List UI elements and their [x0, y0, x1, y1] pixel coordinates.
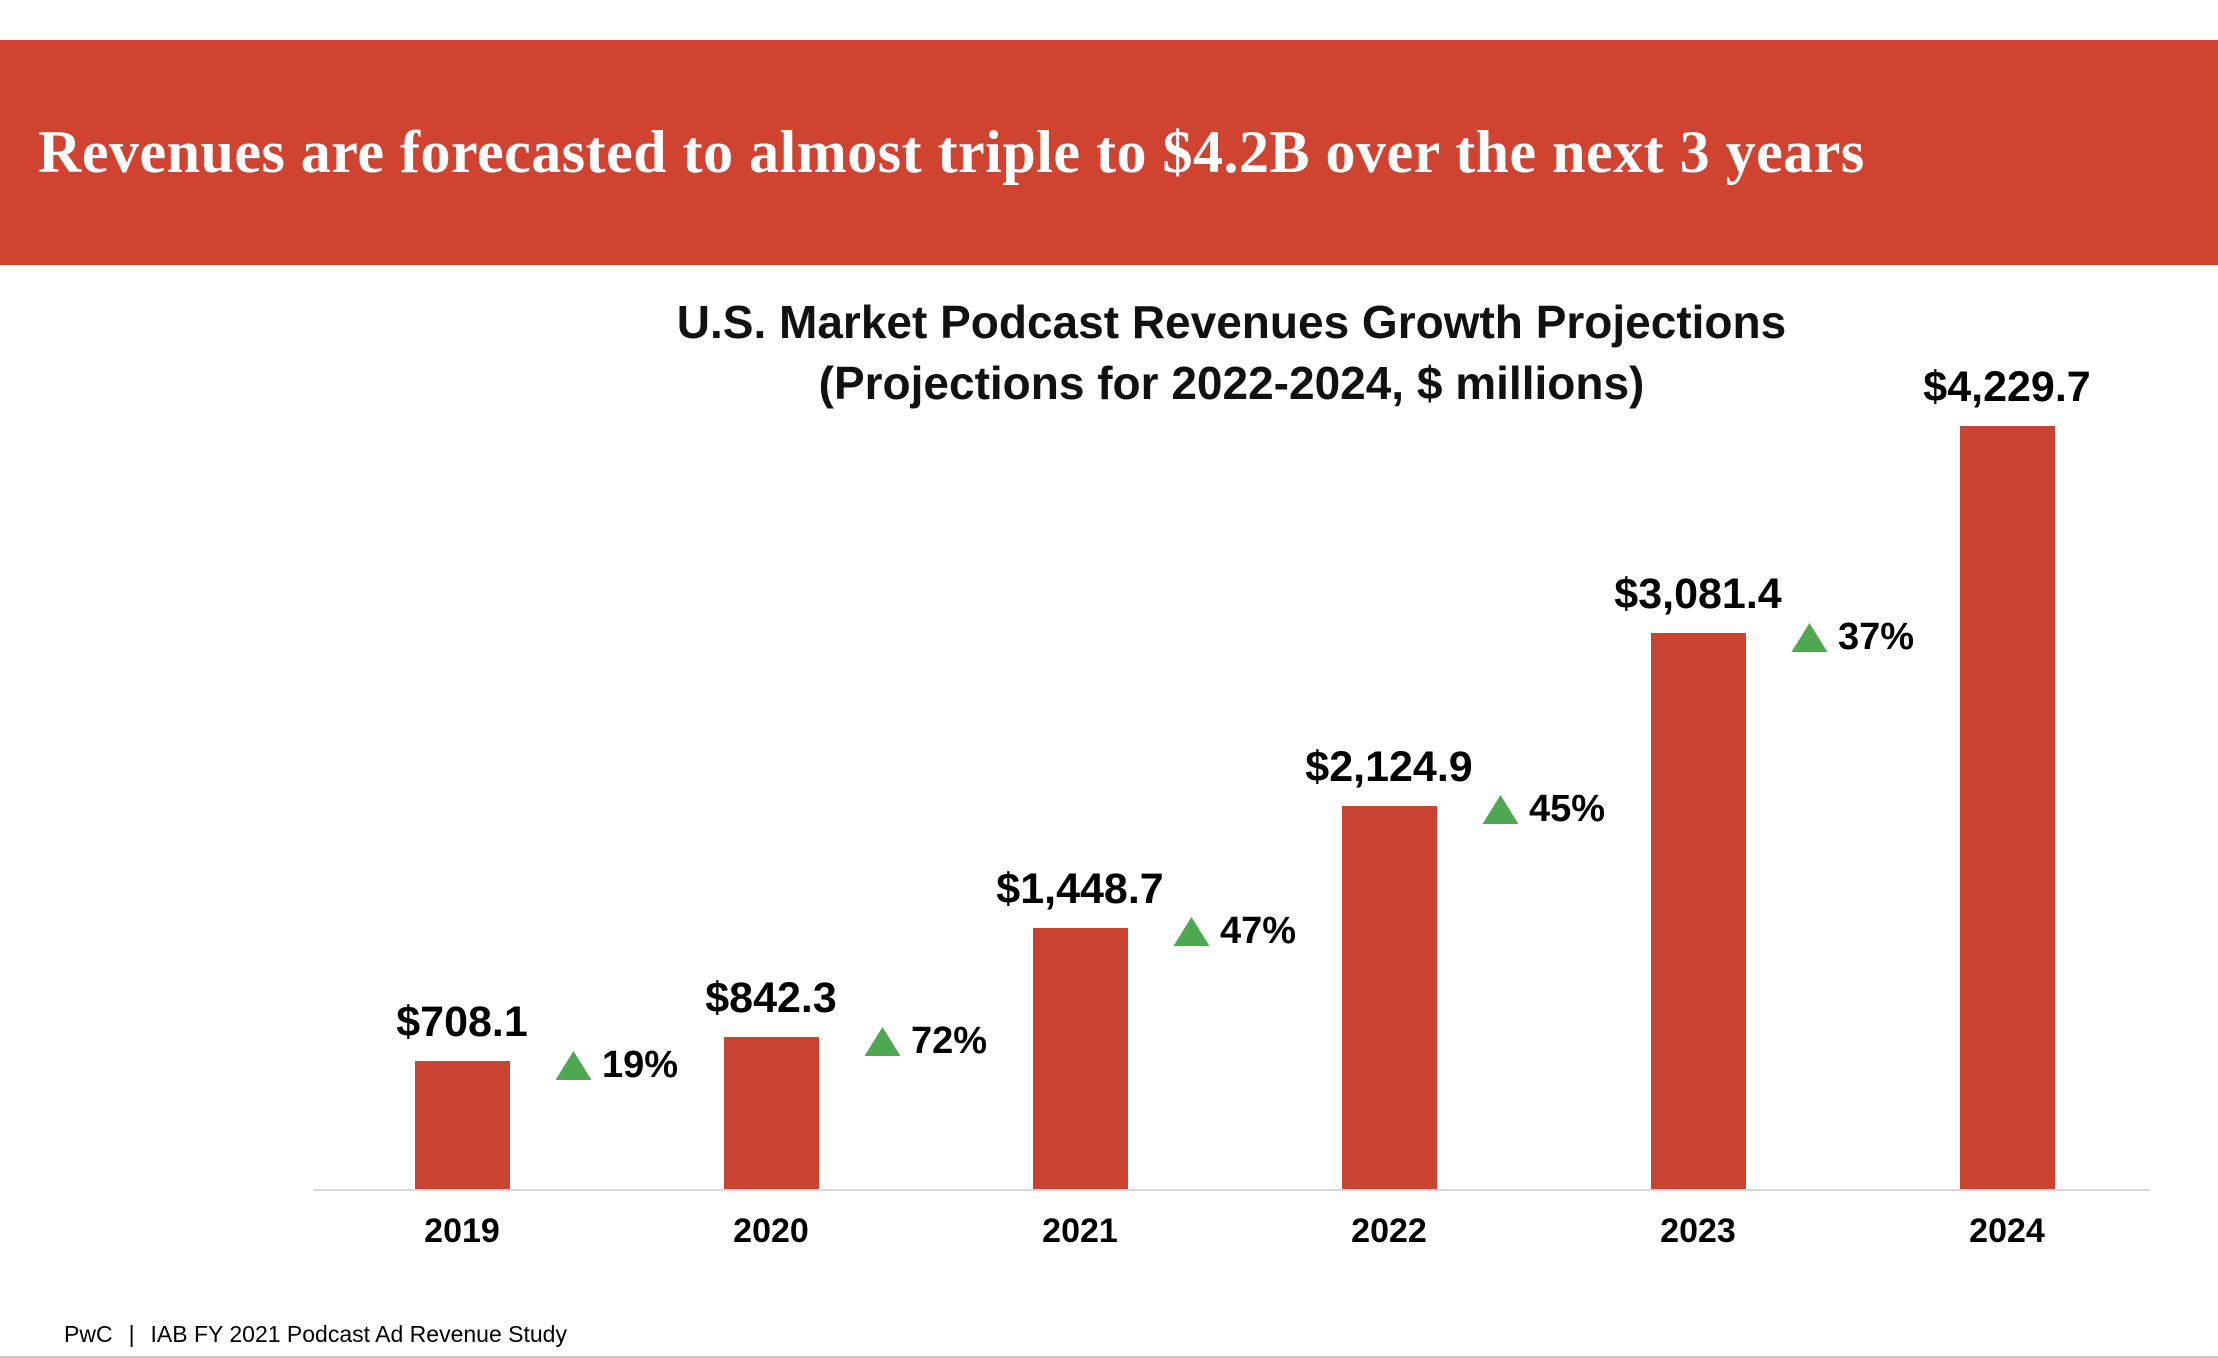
chart-title: U.S. Market Podcast Revenues Growth Proj…	[676, 296, 1787, 348]
bar-2019	[414, 1061, 510, 1189]
growth-marker-2022-2023: 45%	[1481, 788, 1606, 832]
growth-percent-label: 19%	[601, 1043, 679, 1086]
bar-2023	[1650, 633, 1746, 1189]
year-label-2019: 2019	[424, 1212, 500, 1250]
growth-percent-label: 45%	[1528, 788, 1606, 831]
growth-marker-2020-2021: 72%	[863, 1019, 988, 1063]
footer-separator: |	[128, 1321, 135, 1347]
headline-banner: Revenues are forecasted to almost triple…	[0, 40, 2218, 265]
window-bottom-edge	[0, 1356, 2218, 1358]
bar-value-2024: $4,229.7	[1923, 363, 2091, 412]
year-label-2020: 2020	[733, 1212, 809, 1250]
bar-chart-plot: $708.1 $842.3 $1,448.7 $2,124.9 $3,081.4 $4,2…	[313, 280, 2150, 1191]
bar-2021	[1032, 927, 1128, 1189]
x-axis-labels: 2019 2020 2021 2022 2023 2024	[313, 1212, 2150, 1262]
growth-percent-label: 72%	[910, 1019, 988, 1062]
bar-value-2022: $2,124.9	[1305, 742, 1473, 791]
growth-marker-2023-2024: 37%	[1790, 615, 1915, 659]
growth-up-triangle-icon	[554, 1050, 591, 1080]
growth-percent-label: 47%	[1219, 910, 1297, 953]
bar-value-2023: $3,081.4	[1614, 570, 1782, 619]
bar-value-2020: $842.3	[705, 974, 837, 1023]
chart-subtitle: (Projections for 2022-2024, $ millions)	[818, 356, 1645, 409]
headline-text: Revenues are forecasted to almost triple…	[38, 119, 1865, 185]
growth-marker-2021-2022: 47%	[1172, 910, 1297, 954]
bar-2020	[723, 1037, 819, 1189]
year-label-2023: 2023	[1660, 1212, 1736, 1250]
growth-up-triangle-icon	[1481, 795, 1518, 825]
year-label-2021: 2021	[1042, 1212, 1118, 1250]
growth-up-triangle-icon	[1172, 917, 1209, 947]
year-label-2022: 2022	[1351, 1212, 1427, 1250]
bar-value-2021: $1,448.7	[996, 864, 1164, 913]
growth-marker-2019-2020: 19%	[554, 1043, 679, 1087]
growth-up-triangle-icon	[863, 1026, 900, 1056]
growth-up-triangle-icon	[1790, 622, 1827, 652]
bar-value-2019: $708.1	[396, 998, 528, 1047]
bar-2022	[1341, 805, 1437, 1189]
footer-brand: PwC	[64, 1321, 113, 1347]
growth-percent-label: 37%	[1837, 615, 1915, 658]
chart-title-block: U.S. Market Podcast Revenues Growth Proj…	[313, 292, 2150, 413]
year-label-2024: 2024	[1969, 1212, 2045, 1250]
footer-source-text: IAB FY 2021 Podcast Ad Revenue Study	[150, 1321, 567, 1347]
bar-2024	[1959, 426, 2055, 1189]
footer: PwC | IAB FY 2021 Podcast Ad Revenue Stu…	[64, 1321, 567, 1348]
